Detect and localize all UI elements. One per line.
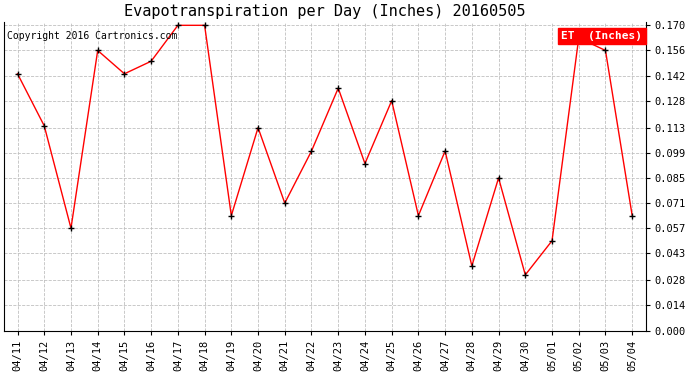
Text: ET  (Inches): ET (Inches) (562, 31, 642, 41)
Text: Copyright 2016 Cartronics.com: Copyright 2016 Cartronics.com (8, 31, 178, 41)
Title: Evapotranspiration per Day (Inches) 20160505: Evapotranspiration per Day (Inches) 2016… (124, 4, 526, 19)
